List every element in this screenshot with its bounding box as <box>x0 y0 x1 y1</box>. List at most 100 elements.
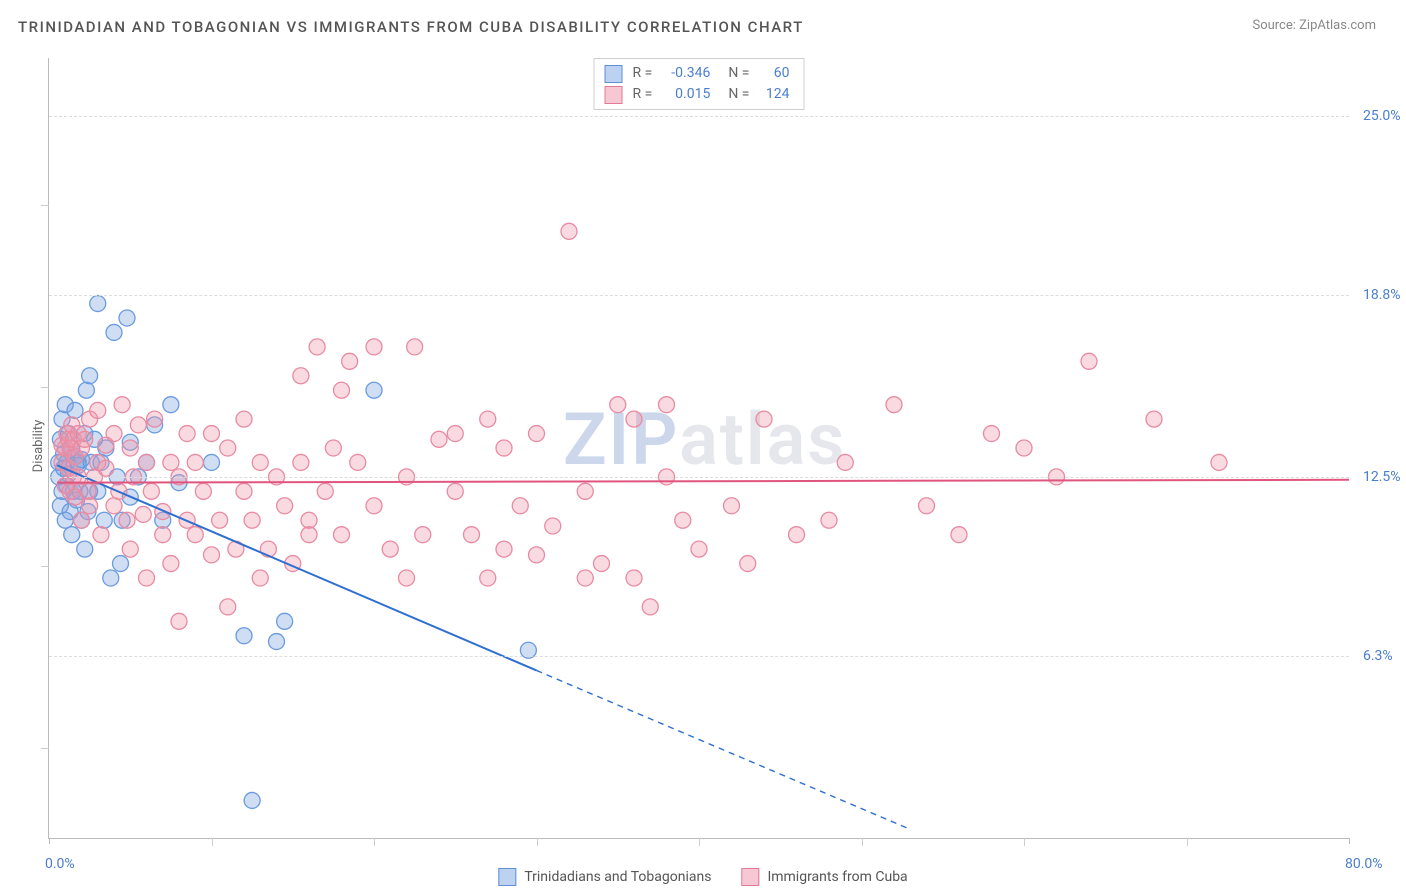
scatter-point-series-1 <box>334 382 350 398</box>
scatter-point-series-1 <box>135 506 151 522</box>
scatter-point-series-1 <box>789 527 805 543</box>
y-tick-label: 12.5% <box>1363 469 1401 485</box>
scatter-point-series-1 <box>244 512 260 528</box>
scatter-point-series-0 <box>106 324 122 340</box>
scatter-point-series-1 <box>74 512 90 528</box>
scatter-point-series-1 <box>106 498 122 514</box>
scatter-point-series-1 <box>147 411 163 427</box>
scatter-point-series-1 <box>675 512 691 528</box>
scatter-point-series-1 <box>155 527 171 543</box>
legend-item-1: Immigrants from Cuba <box>741 868 907 886</box>
scatter-point-series-1 <box>886 397 902 413</box>
scatter-point-series-1 <box>139 454 155 470</box>
scatter-point-series-1 <box>204 547 220 563</box>
scatter-point-series-1 <box>1081 353 1097 369</box>
scatter-point-series-0 <box>277 613 293 629</box>
scatter-point-series-1 <box>342 353 358 369</box>
scatter-point-series-1 <box>252 454 268 470</box>
legend-swatch-0 <box>498 868 516 886</box>
scatter-point-series-1 <box>919 498 935 514</box>
scatter-point-series-1 <box>594 556 610 572</box>
scatter-point-series-1 <box>382 541 398 557</box>
n-label: N = <box>728 63 749 84</box>
y-tick-label: 6.3% <box>1363 648 1393 664</box>
scatter-point-series-1 <box>179 426 195 442</box>
scatter-point-series-1 <box>106 426 122 442</box>
scatter-point-series-1 <box>366 339 382 355</box>
scatter-point-series-1 <box>447 483 463 499</box>
scatter-point-series-1 <box>301 512 317 528</box>
scatter-point-series-1 <box>77 431 93 447</box>
scatter-point-series-1 <box>431 431 447 447</box>
scatter-point-series-1 <box>236 411 252 427</box>
legend-label-1: Immigrants from Cuba <box>767 869 907 885</box>
x-tick-label: 0.0% <box>45 856 75 872</box>
y-axis-label: Disability <box>31 420 46 473</box>
scatter-point-series-1 <box>220 599 236 615</box>
scatter-point-series-1 <box>195 483 211 499</box>
scatter-point-series-1 <box>610 397 626 413</box>
scatter-point-series-1 <box>577 483 593 499</box>
scatter-point-series-1 <box>626 570 642 586</box>
scatter-point-series-1 <box>366 498 382 514</box>
scatter-point-series-1 <box>512 498 528 514</box>
scatter-point-series-1 <box>415 527 431 543</box>
scatter-point-series-1 <box>171 613 187 629</box>
scatter-point-series-0 <box>77 541 93 557</box>
scatter-point-series-1 <box>659 397 675 413</box>
scatter-point-series-1 <box>496 440 512 456</box>
scatter-point-series-1 <box>529 426 545 442</box>
scatter-point-series-1 <box>90 402 106 418</box>
r-label: R = <box>633 63 653 84</box>
scatter-point-series-1 <box>545 518 561 534</box>
legend-swatch-1 <box>741 868 759 886</box>
scatter-point-series-0 <box>78 382 94 398</box>
regression-line-series-1 <box>57 480 1349 483</box>
scatter-point-series-0 <box>113 556 129 572</box>
chart-title: TRINIDADIAN AND TOBAGONIAN VS IMMIGRANTS… <box>18 18 804 36</box>
scatter-point-series-1 <box>577 570 593 586</box>
scatter-point-series-1 <box>325 440 341 456</box>
scatter-point-series-0 <box>64 527 80 543</box>
scatter-point-series-1 <box>691 541 707 557</box>
scatter-point-series-1 <box>399 570 415 586</box>
scatter-point-series-1 <box>252 570 268 586</box>
scatter-point-series-1 <box>204 426 220 442</box>
scatter-point-series-1 <box>93 527 109 543</box>
scatter-point-series-1 <box>821 512 837 528</box>
scatter-point-series-1 <box>561 223 577 239</box>
scatter-point-series-1 <box>187 527 203 543</box>
regression-line-series-0 <box>57 465 536 670</box>
scatter-point-series-1 <box>626 411 642 427</box>
scatter-point-series-0 <box>366 382 382 398</box>
scatter-point-series-1 <box>724 498 740 514</box>
n-value-0: 60 <box>759 63 789 84</box>
scatter-point-series-1 <box>350 454 366 470</box>
legend-label-0: Trinidadians and Tobagonians <box>524 869 711 885</box>
scatter-point-series-1 <box>301 527 317 543</box>
scatter-point-series-1 <box>480 411 496 427</box>
source-attribution: Source: ZipAtlas.com <box>1252 18 1376 33</box>
source-value: ZipAtlas.com <box>1299 18 1376 33</box>
n-value-1: 124 <box>759 84 789 105</box>
y-tick-label: 25.0% <box>1363 108 1401 124</box>
scatter-point-series-0 <box>236 628 252 644</box>
scatter-point-series-1 <box>1211 454 1227 470</box>
scatter-point-series-1 <box>837 454 853 470</box>
scatter-point-series-0 <box>119 310 135 326</box>
r-label: R = <box>633 84 653 105</box>
scatter-point-series-1 <box>293 454 309 470</box>
scatter-point-series-1 <box>496 541 512 557</box>
legend-item-0: Trinidadians and Tobagonians <box>498 868 711 886</box>
scatter-point-series-0 <box>103 570 119 586</box>
scatter-point-series-1 <box>464 527 480 543</box>
scatter-point-series-1 <box>80 483 96 499</box>
scatter-point-series-1 <box>447 426 463 442</box>
scatter-point-series-1 <box>984 426 1000 442</box>
scatter-point-series-1 <box>407 339 423 355</box>
scatter-point-series-1 <box>277 498 293 514</box>
n-label: N = <box>728 84 749 105</box>
scatter-point-series-1 <box>236 483 252 499</box>
scatter-point-series-1 <box>1146 411 1162 427</box>
scatter-point-series-0 <box>244 792 260 808</box>
